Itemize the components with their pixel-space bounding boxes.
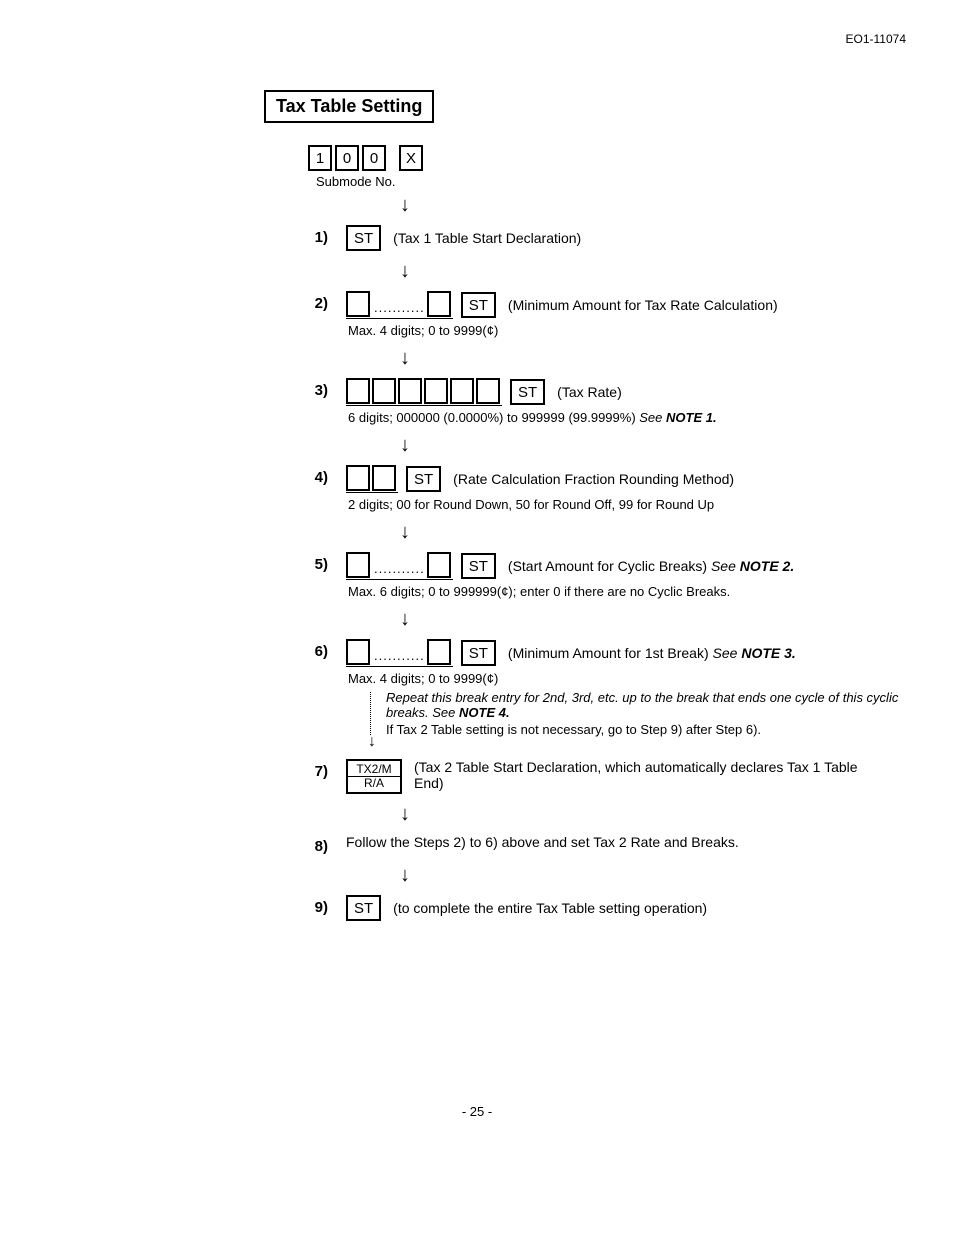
arrow-down-icon: ↓ [400,859,920,895]
digit-box [346,378,370,404]
dots: ........... [374,648,425,665]
flowchart-main: 1 0 0 X Submode No. ↓ 1) ST (Tax 1 Table… [300,145,920,925]
st-key: ST [461,640,496,666]
step-1: 1) ST (Tax 1 Table Start Declaration) [300,225,920,251]
step-num: 8) [300,834,346,855]
step-6: 6) ........... ST (Minimum Amount for 1s… [300,639,920,737]
digit-box [476,378,500,404]
step-4: 4) ST (Rate Calculation Fraction Roundin… [300,465,920,512]
digit-box [450,378,474,404]
section-title: Tax Table Setting [264,90,434,123]
arrow-down-icon: ↓ [400,603,920,639]
note-ref: See NOTE 1. [639,410,716,425]
step-num: 6) [300,639,346,737]
digit-box [346,291,370,317]
digit-box [346,552,370,578]
tx2-top: TX2/M [348,763,400,777]
arrow-down-icon: ↓ [400,342,920,378]
note-ref: See NOTE 3. [713,645,796,661]
arrow-down-icon: ↓ [400,798,920,834]
step-desc: (Minimum Amount for 1st Break) See NOTE … [508,645,796,661]
step-num: 2) [300,291,346,338]
st-key: ST [406,466,441,492]
st-key: ST [510,379,545,405]
dotted-line [370,692,371,735]
note-ref: See NOTE 2. [711,558,794,574]
step-3: 3) ST (Tax Rate) 6 digits [300,378,920,425]
digit-box [427,552,451,578]
document-code: EO1-11074 [846,32,907,46]
arrow-down-icon: ↓ [400,255,920,291]
digit-box [346,465,370,491]
note-text: 6 digits; 000000 (0.0000%) to 999999 (99… [348,410,639,425]
digit-box [372,465,396,491]
step-desc: (Minimum Amount for Tax Rate Calculation… [508,297,778,313]
arrow-down-icon: ↓ [400,189,920,225]
step-desc: (Rate Calculation Fraction Rounding Meth… [453,471,734,487]
submode-row: 1 0 0 X Submode No. [308,145,920,189]
digit-box [346,639,370,665]
step-note: 6 digits; 000000 (0.0000%) to 999999 (99… [348,410,920,425]
step-note: 2 digits; 00 for Round Down, 50 for Roun… [348,497,920,512]
step-num: 7) [300,759,346,794]
step-note: Max. 4 digits; 0 to 9999(¢) [348,671,920,686]
note-ref: NOTE 4. [459,705,510,720]
step-note: Max. 6 digits; 0 to 999999(¢); enter 0 i… [348,584,920,599]
arrow-down-icon: ↓ [400,429,920,465]
step-desc: (Start Amount for Cyclic Breaks) See NOT… [508,558,794,574]
digit-box [427,291,451,317]
step-desc: (Tax Rate) [557,384,622,400]
key-x: X [399,145,423,171]
step-desc: Follow the Steps 2) to 6) above and set … [346,834,739,850]
step-desc: (Tax 2 Table Start Declaration, which au… [414,759,884,791]
page-number: - 25 - [0,1104,954,1119]
step-desc: (Tax 1 Table Start Declaration) [393,230,581,246]
key-1: 1 [308,145,332,171]
desc-text: (Start Amount for Cyclic Breaks) [508,558,711,574]
step-num: 1) [300,225,346,251]
step-desc: (to complete the entire Tax Table settin… [393,900,707,916]
page: EO1-11074 Tax Table Setting 1 0 0 X Subm… [0,0,954,1239]
desc-text: (Minimum Amount for 1st Break) [508,645,713,661]
digit-box [398,378,422,404]
digit-box [372,378,396,404]
dots: ........... [374,561,425,578]
step-7: 7) TX2/M R/A (Tax 2 Table Start Declarat… [300,759,920,794]
digit-box [427,639,451,665]
step-9: 9) ST (to complete the entire Tax Table … [300,895,920,921]
repeat-note: Repeat this break entry for 2nd, 3rd, et… [386,690,920,737]
step-num: 5) [300,552,346,599]
extra-note: If Tax 2 Table setting is not necessary,… [386,722,920,737]
arrow-down-icon: ↓ [400,516,920,552]
step-8: 8) Follow the Steps 2) to 6) above and s… [300,834,920,855]
digit-box [424,378,448,404]
step-num: 3) [300,378,346,425]
step-note: Max. 4 digits; 0 to 9999(¢) [348,323,920,338]
st-key: ST [461,553,496,579]
tx2-key: TX2/M R/A [346,759,402,794]
step-5: 5) ........... ST (Start Amount for Cycl… [300,552,920,599]
st-key: ST [346,895,381,921]
key-0b: 0 [362,145,386,171]
st-key: ST [346,225,381,251]
step-num: 4) [300,465,346,512]
tx2-bottom: R/A [348,777,400,790]
key-0a: 0 [335,145,359,171]
submode-label: Submode No. [316,174,426,189]
st-key: ST [461,292,496,318]
dots: ........... [374,300,425,317]
arrow-down-icon: ↓ [368,733,376,751]
step-2: 2) ........... ST (Minimum Amount for Ta… [300,291,920,338]
step-num: 9) [300,895,346,921]
